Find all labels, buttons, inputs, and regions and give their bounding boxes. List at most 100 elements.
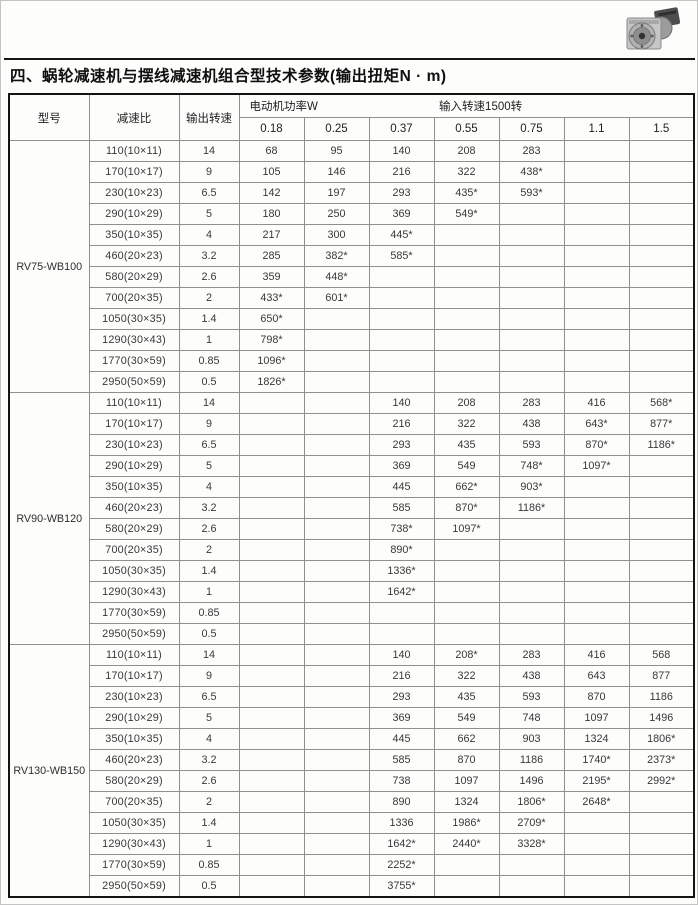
torque-cell — [238, 875, 305, 898]
torque-cell: 322 — [433, 413, 500, 435]
torque-cell — [368, 329, 435, 351]
torque-cell: 1097* — [563, 455, 630, 477]
torque-cell — [563, 371, 630, 393]
torque-cell — [303, 455, 370, 477]
torque-cell: 1806* — [628, 728, 695, 750]
torque-cell — [628, 350, 695, 372]
torque-cell — [563, 140, 630, 162]
table-row: 290(10×29) 5 369 549 748* 1097* — [9, 455, 695, 477]
ratio-cell: 1770(30×59) — [88, 854, 180, 876]
torque-cell: 877* — [628, 413, 695, 435]
torque-cell — [563, 329, 630, 351]
torque-cell — [433, 266, 500, 288]
torque-cell — [303, 854, 370, 876]
ratio-cell: 1290(30×43) — [88, 329, 180, 351]
torque-cell: 1826* — [238, 371, 305, 393]
output-speed-cell: 4 — [178, 728, 240, 750]
torque-cell — [628, 203, 695, 225]
torque-cell: 1186 — [498, 749, 565, 771]
torque-cell: 1986* — [433, 812, 500, 834]
torque-cell: 2195* — [563, 770, 630, 792]
torque-cell: 593 — [498, 434, 565, 456]
ratio-cell: 350(10×35) — [88, 224, 180, 246]
table-row: 1770(30×59) 0.85 1096* — [9, 350, 695, 372]
torque-cell: 568 — [628, 644, 695, 666]
torque-cell: 68 — [238, 140, 305, 162]
torque-cell — [303, 581, 370, 603]
output-speed-cell: 5 — [178, 707, 240, 729]
torque-cell: 445* — [368, 224, 435, 246]
ratio-cell: 700(20×35) — [88, 539, 180, 561]
torque-cell: 283 — [498, 392, 565, 414]
output-speed-cell: 1 — [178, 833, 240, 855]
torque-cell: 208* — [433, 644, 500, 666]
torque-cell: 142 — [238, 182, 305, 204]
torque-cell — [238, 728, 305, 750]
torque-cell — [303, 623, 370, 645]
torque-cell: 1642* — [368, 581, 435, 603]
ratio-cell: 170(10×17) — [88, 161, 180, 183]
torque-cell — [238, 854, 305, 876]
table-row: 580(20×29) 2.6 738 1097 1496 2195* 2992* — [9, 770, 695, 792]
torque-cell — [368, 266, 435, 288]
torque-cell — [433, 224, 500, 246]
torque-cell — [628, 602, 695, 624]
torque-cell: 438 — [498, 413, 565, 435]
ratio-cell: 290(10×29) — [88, 455, 180, 477]
torque-cell — [628, 371, 695, 393]
ratio-cell: 110(10×11) — [88, 392, 180, 414]
torque-cell — [238, 581, 305, 603]
torque-cell: 293 — [368, 182, 435, 204]
torque-cell: 748 — [498, 707, 565, 729]
model-cell: RV75-WB100 — [8, 140, 90, 393]
torque-cell — [563, 266, 630, 288]
torque-cell — [433, 623, 500, 645]
table-row: 1050(30×35) 1.4 650* — [9, 308, 695, 330]
ratio-cell: 460(20×23) — [88, 749, 180, 771]
torque-cell: 798* — [238, 329, 305, 351]
table-row: 1770(30×59) 0.85 — [9, 602, 695, 624]
torque-cell — [303, 476, 370, 498]
torque-cell: 662* — [433, 476, 500, 498]
torque-cell — [628, 518, 695, 540]
table-row: 230(10×23) 6.5 293 435 593 870 1186 — [9, 686, 695, 708]
torque-cell: 662 — [433, 728, 500, 750]
torque-cell — [498, 854, 565, 876]
torque-cell: 1097 — [433, 770, 500, 792]
page-title: 四、蜗轮减速机与摆线减速机组合型技术参数(输出扭矩N · m) — [10, 68, 447, 85]
torque-cell: 322 — [433, 161, 500, 183]
torque-cell: 140 — [368, 644, 435, 666]
output-speed-cell: 0.85 — [178, 602, 240, 624]
torque-cell: 216 — [368, 161, 435, 183]
table-row: 2950(50×59) 0.5 — [9, 623, 695, 645]
torque-cell — [498, 539, 565, 561]
power-group-header: 电动机功率W 输入转速1500转 — [238, 93, 695, 118]
torque-cell: 140 — [368, 392, 435, 414]
torque-cell — [433, 245, 500, 267]
torque-cell — [498, 224, 565, 246]
power-column-header: 0.37 — [368, 117, 435, 141]
torque-cell: 2252* — [368, 854, 435, 876]
table-row: 460(20×23) 3.2 585 870 1186 1740* 2373* — [9, 749, 695, 771]
torque-cell: 870* — [433, 497, 500, 519]
torque-cell — [238, 707, 305, 729]
table-row: 1770(30×59) 0.85 2252* — [9, 854, 695, 876]
torque-cell: 593 — [498, 686, 565, 708]
torque-cell — [303, 812, 370, 834]
ratio-cell: 230(10×23) — [88, 434, 180, 456]
torque-cell: 738 — [368, 770, 435, 792]
model-cell: RV130-WB150 — [8, 644, 90, 898]
ratio-cell: 2950(50×59) — [88, 371, 180, 393]
ratio-cell: 2950(50×59) — [88, 875, 180, 898]
gear-reducer-photo — [626, 7, 681, 50]
torque-cell — [303, 644, 370, 666]
torque-cell: 1186* — [498, 497, 565, 519]
torque-cell — [628, 161, 695, 183]
torque-cell — [433, 329, 500, 351]
torque-cell: 890* — [368, 539, 435, 561]
output-speed-cell: 0.5 — [178, 623, 240, 645]
ratio-cell: 170(10×17) — [88, 413, 180, 435]
model-section: RV75-WB100 110(10×11) 14 68 95 140 208 283 170(1… — [8, 140, 695, 393]
output-speed-cell: 14 — [178, 392, 240, 414]
torque-cell: 738* — [368, 518, 435, 540]
